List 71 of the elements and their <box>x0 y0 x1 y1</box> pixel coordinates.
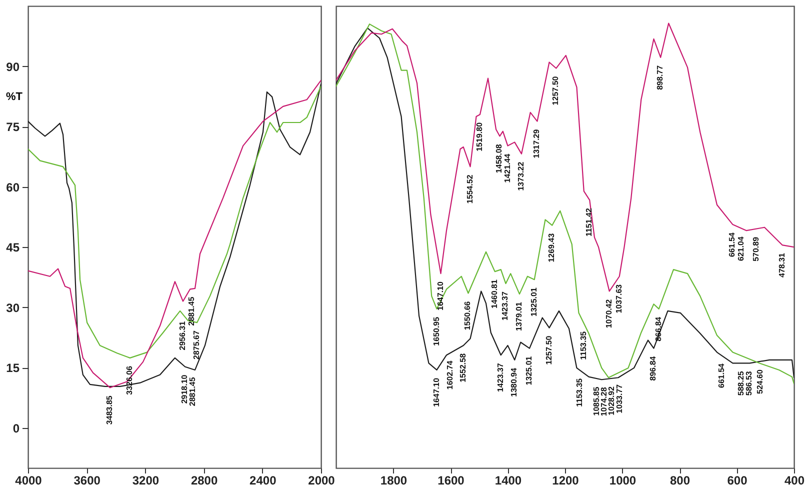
annotation: 588.25 <box>736 370 746 396</box>
y-tick-label: 0 <box>12 421 20 436</box>
annotation: 2881.45 <box>188 376 197 406</box>
annotation: 570.89 <box>752 236 760 262</box>
annotation: 1153.35 <box>574 378 584 407</box>
annotation: 1602.74 <box>446 360 454 390</box>
annotation: 478.31 <box>777 252 786 278</box>
annotation: 1037.63 <box>614 284 624 314</box>
x-tick-label: 4000 <box>15 474 42 488</box>
annotation: 1028.92 <box>607 386 616 416</box>
x-tick-label: 2800 <box>190 474 218 488</box>
annotation: 1325.01 <box>524 356 534 386</box>
annotation: 586.53 <box>744 370 754 396</box>
x-tick-label: 1000 <box>609 474 636 488</box>
y-tick-label: 45 <box>6 240 20 255</box>
annotation: 1380.94 <box>510 367 519 397</box>
y-tick-label: 30 <box>6 300 20 315</box>
annotation: 1458.08 <box>494 144 504 174</box>
annotation: 896.84 <box>648 356 658 381</box>
annotation: 1074.28 <box>600 386 609 416</box>
annotation: 1379.01 <box>514 302 524 331</box>
x-tick-label: 3200 <box>132 474 160 488</box>
annotation: 661.54 <box>728 232 737 258</box>
annotation: 1033.77 <box>614 384 624 414</box>
x-tick-label: 3600 <box>74 474 101 488</box>
annotation: 866.84 <box>654 316 663 342</box>
annotation: 661.54 <box>716 362 726 388</box>
annotation: 2881.45 <box>186 296 196 326</box>
annotation: 898.77 <box>656 64 665 90</box>
x-tick-label: 1200 <box>552 474 580 488</box>
x-tick-label: 400 <box>784 474 805 488</box>
annotation: 1460.81 <box>490 279 499 308</box>
annotation: 1085.85 <box>592 386 602 416</box>
y-tick-label: 15 <box>6 361 20 376</box>
x-tick-label: 1400 <box>494 474 522 488</box>
x-tick-label: 2400 <box>250 474 277 488</box>
annotation: 1070.42 <box>604 298 614 328</box>
annotation: 1269.43 <box>547 232 556 262</box>
annotation: 1552.58 <box>458 352 468 382</box>
x-tick-label: 1600 <box>438 474 465 488</box>
annotation: 1423.37 <box>496 362 505 392</box>
annotation: 524.60 <box>756 368 765 394</box>
annotation: 1325.01 <box>529 287 538 317</box>
annotation: 1650.95 <box>432 316 441 346</box>
y-tick-label: 75 <box>6 120 20 134</box>
x-tick-label: 800 <box>670 474 690 488</box>
annotation: 1421.44 <box>502 153 512 183</box>
annotation: 1647.10 <box>436 281 445 310</box>
y-axis-title: %T <box>6 90 23 103</box>
y-tick-label: 90 <box>6 60 20 74</box>
annotation: 1554.52 <box>465 174 474 204</box>
x-tick-label: 600 <box>727 474 748 488</box>
annotation: 1317.29 <box>532 128 542 158</box>
annotation: 1647.10 <box>432 377 441 407</box>
annotation: 2918.10 <box>180 374 190 404</box>
annotation: 1373.22 <box>516 161 526 191</box>
annotation: 1257.50 <box>551 76 560 106</box>
annotation: 3326.06 <box>124 365 134 395</box>
annotation: 1257.50 <box>544 335 554 365</box>
annotation: 621.04 <box>736 236 746 262</box>
annotation: 1151.42 <box>584 207 594 237</box>
annotation: 2956.31 <box>178 320 187 350</box>
annotation: 1550.66 <box>463 300 472 330</box>
x-tick-label: 2000 <box>308 474 336 488</box>
annotation: 2875.67 <box>192 330 202 360</box>
x-tick-label: 1800 <box>380 474 408 488</box>
annotation: 1519.80 <box>474 122 484 152</box>
annotation: 3483.85 <box>105 395 114 425</box>
annotation: 1153.35 <box>578 330 588 360</box>
annotation: 1423.37 <box>500 291 510 321</box>
y-tick-label: 60 <box>6 180 20 194</box>
